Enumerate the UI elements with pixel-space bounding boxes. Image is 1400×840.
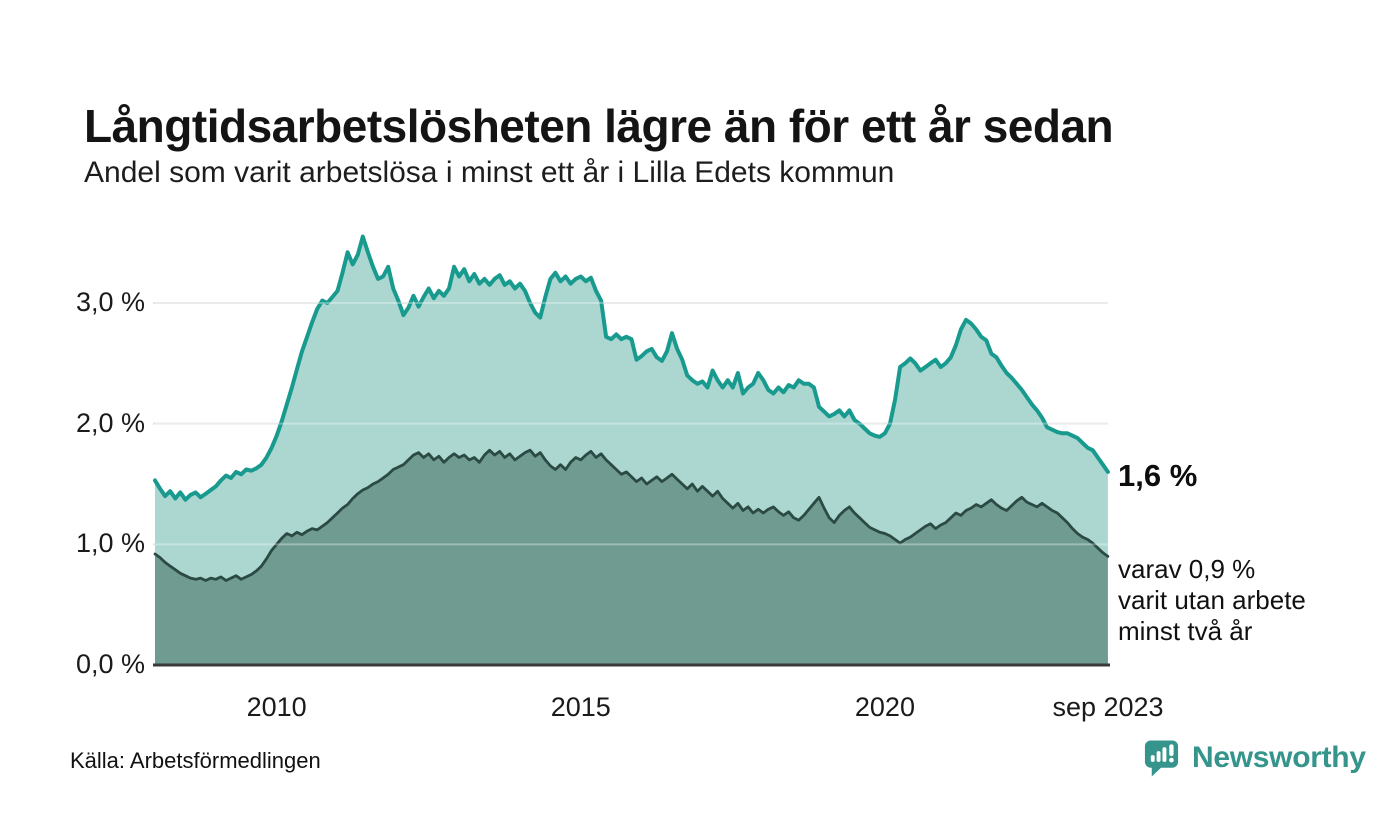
x-axis-label: 2020: [854, 692, 915, 722]
y-axis-label: 1,0 %: [75, 528, 145, 559]
page-subtitle: Andel som varit arbetslösa i minst ett å…: [84, 156, 895, 189]
y-axis-label: 3,0 %: [75, 287, 145, 317]
brand-logo: Newsworthy: [1142, 736, 1366, 780]
page-title: Långtidsarbetslösheten lägre än för ett …: [84, 99, 1114, 152]
x-axis-label: sep 2023: [1052, 692, 1164, 722]
x-axis-label: 2015: [550, 692, 611, 722]
latest-value-label: 1,6 %: [1118, 458, 1198, 493]
brand-name: Newsworthy: [1192, 741, 1366, 774]
y-axis-label: 2,0 %: [75, 407, 145, 438]
source-note: Källa: Arbetsförmedlingen: [70, 748, 321, 773]
chart-speech-bubble-icon: [1144, 740, 1179, 777]
breakdown-annotation: varav 0,9 % varit utan arbete minst två …: [1118, 554, 1306, 646]
x-axis-label: 2010: [246, 692, 307, 722]
y-axis-label: 0,0 %: [75, 649, 145, 679]
